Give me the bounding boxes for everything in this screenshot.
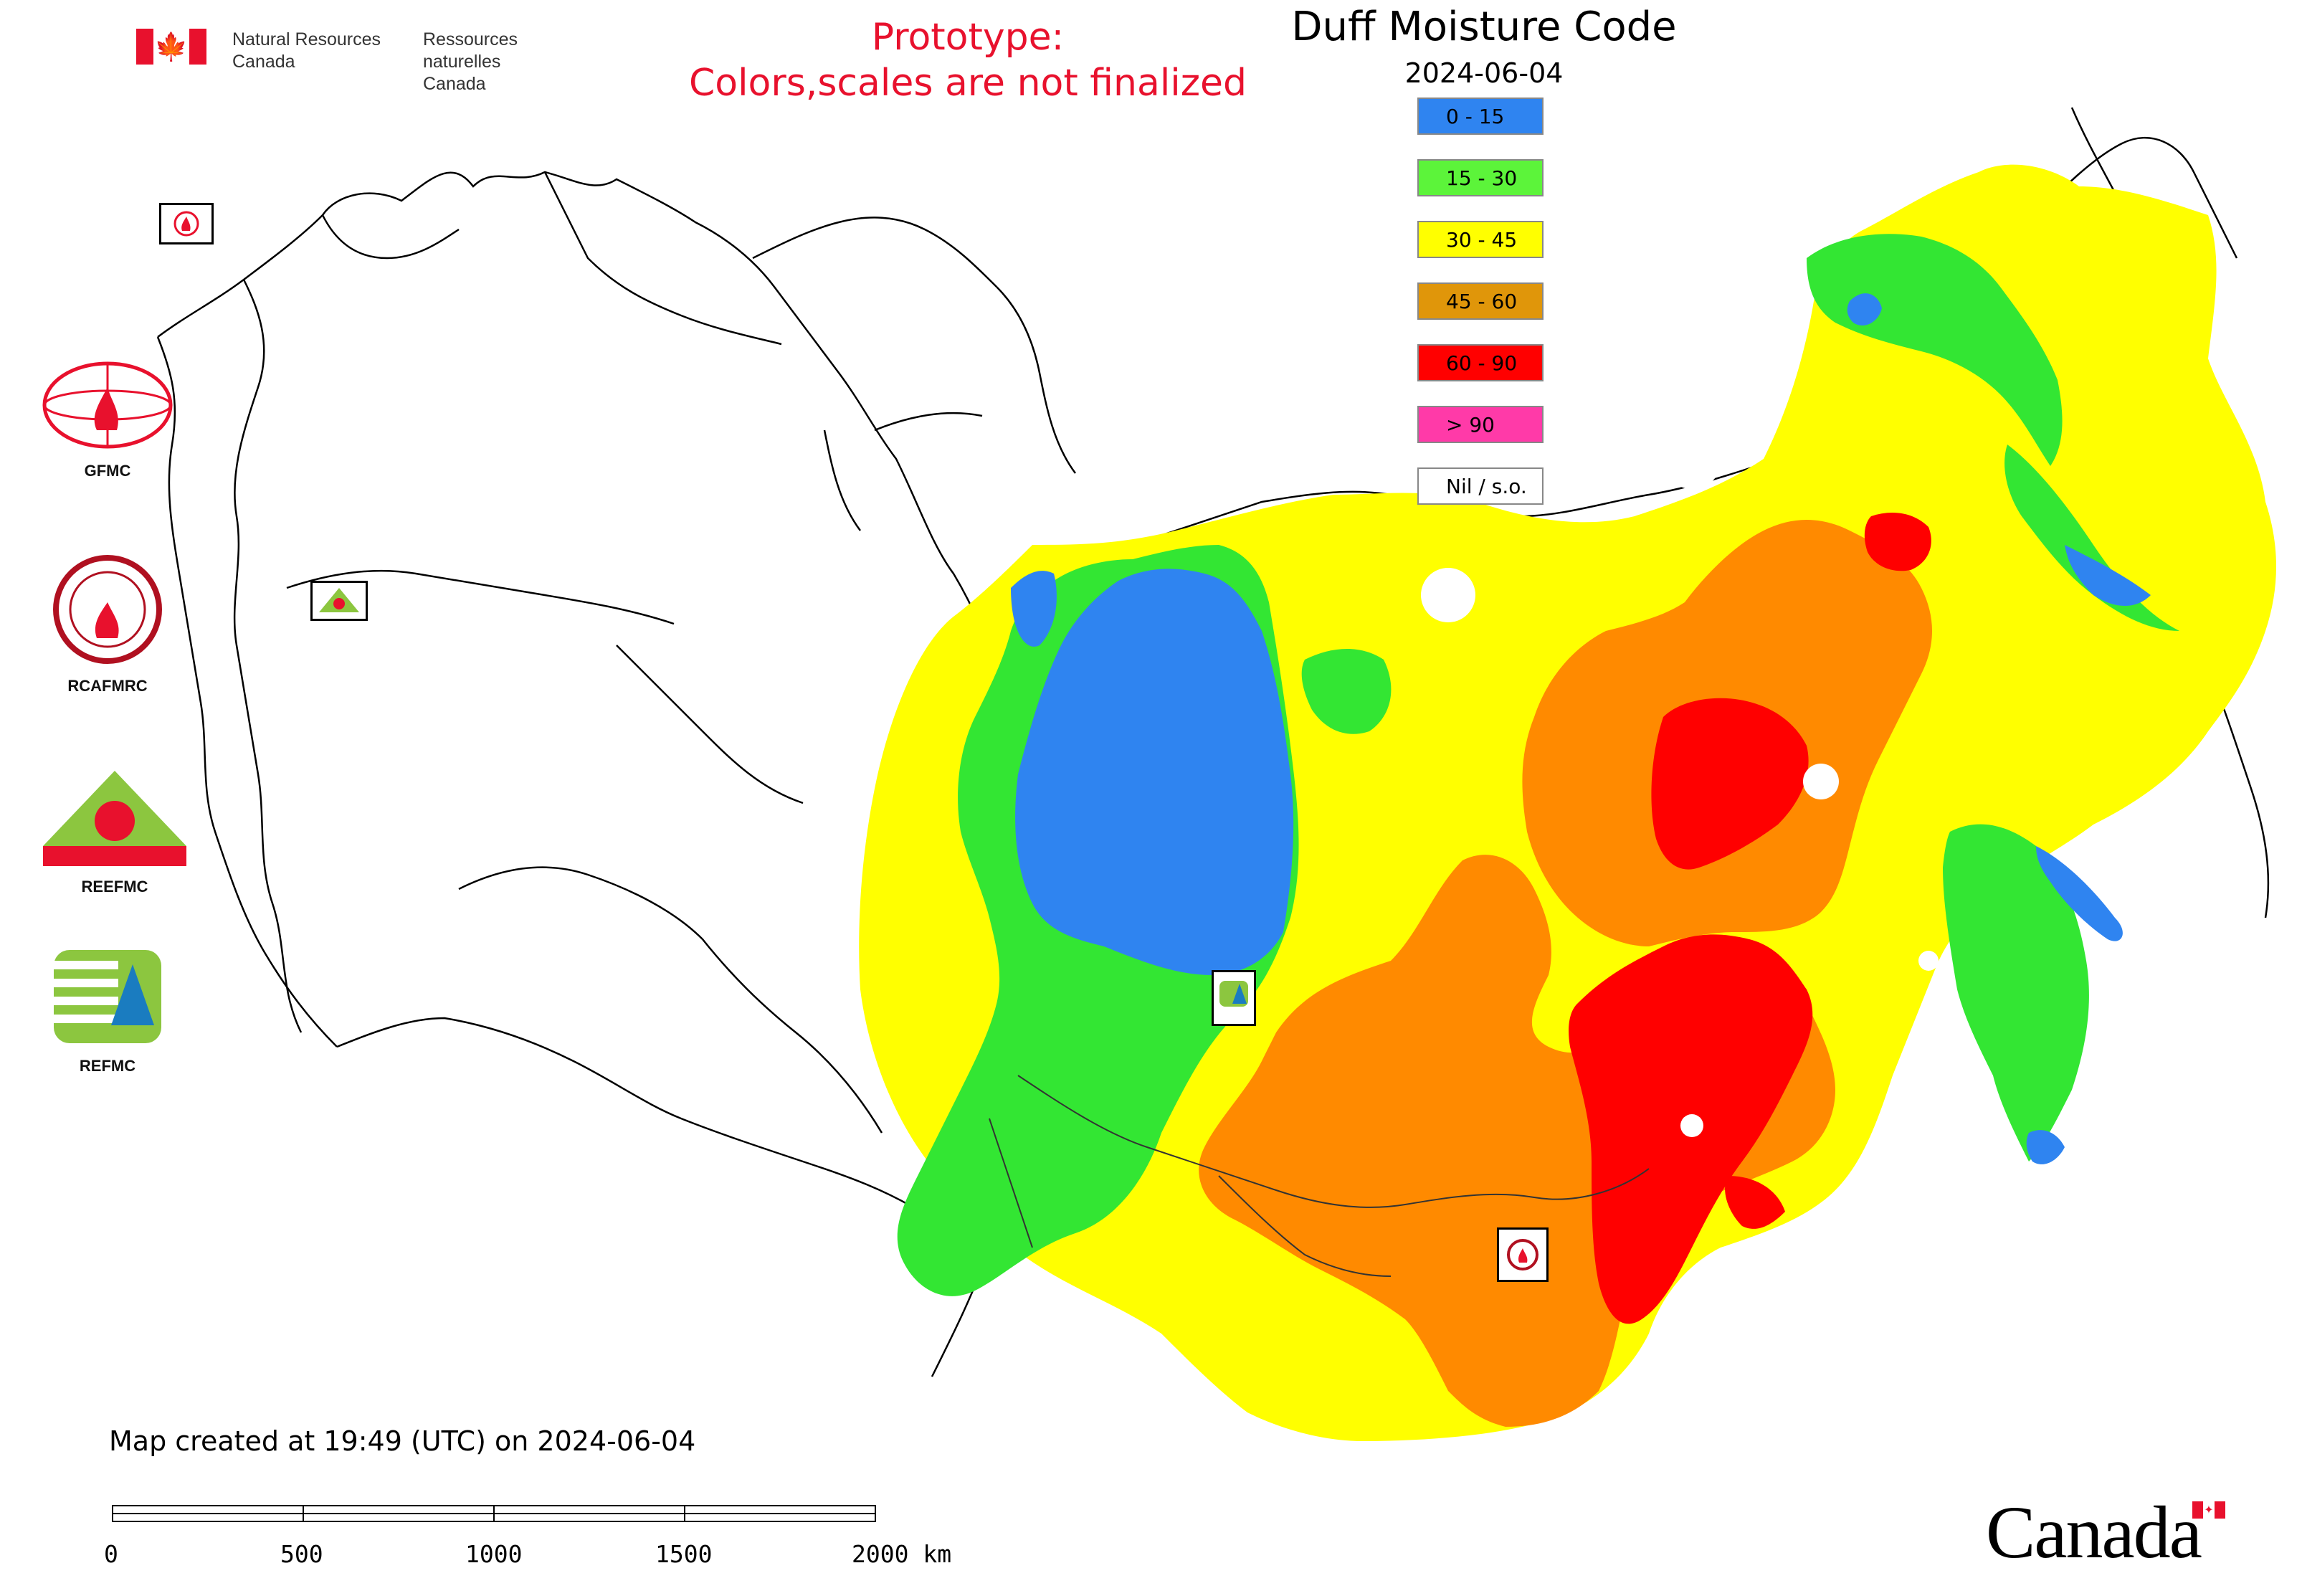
- rcafmrc-seal-icon: [53, 555, 162, 664]
- scale-label-1500: 1500: [655, 1540, 713, 1568]
- legend-date: 2024-06-04: [1404, 57, 1564, 89]
- legend-item-30-45: 30 - 45: [1417, 221, 1544, 258]
- legend-item-60-90: 60 - 90: [1417, 344, 1544, 381]
- legend-item-nil: Nil / s.o.: [1417, 467, 1544, 505]
- prototype-line2: Colors,scales are not finalized: [688, 62, 1247, 105]
- legend-item-gt-90: > 90: [1417, 406, 1544, 443]
- map-created-text: Map created at 19:49 (UTC) on 2024-06-04: [109, 1425, 696, 1457]
- canada-flag-icon: 🍁: [136, 29, 206, 65]
- internal-borders: [989, 1075, 1650, 1277]
- prototype-notice: Prototype: Colors,scales are not finaliz…: [645, 14, 1290, 106]
- reefmc-triangle-flame-icon: [43, 771, 186, 866]
- legend-item-45-60: 45 - 60: [1417, 282, 1544, 320]
- gfmc-logo: GFMC: [36, 358, 179, 480]
- refmc-marker-icon: [1212, 970, 1256, 1026]
- scale-label-500: 500: [280, 1540, 323, 1568]
- scale-label-2000: 2000 km: [852, 1540, 952, 1568]
- refmc-label: REFMC: [79, 1057, 136, 1075]
- reefmc-marker-icon: [310, 581, 368, 621]
- refmc-logo: REFMC: [36, 946, 179, 1075]
- scale-label-0: 0: [104, 1540, 118, 1568]
- rcafmrc-label: RCAFMRC: [67, 677, 148, 695]
- scale-bar-labels: 0 500 1000 1500 2000 km: [0, 1540, 1004, 1576]
- reefmc-logo: REEFMC: [36, 767, 194, 896]
- gfmc-marker-icon: [159, 203, 214, 244]
- org-name-fr: Ressources naturelles Canada: [423, 29, 518, 94]
- refmc-sigma-tree-icon: [54, 950, 161, 1043]
- scale-label-1000: 1000: [465, 1540, 523, 1568]
- rcafmrc-logo: RCAFMRC: [36, 552, 179, 695]
- scale-bar: [112, 1505, 876, 1522]
- dmc-color-field: [859, 164, 2276, 1441]
- legend-item-15-30: 15 - 30: [1417, 159, 1544, 196]
- legend-item-0-15: 0 - 15: [1417, 98, 1544, 135]
- canada-wordmark-flag-icon: ✦: [2192, 1501, 2225, 1519]
- org-name-en: Natural Resources Canada: [232, 29, 381, 72]
- canada-wordmark: Canada: [1986, 1491, 2202, 1574]
- rcafmrc-marker-icon: [1497, 1227, 1549, 1282]
- gfmc-globe-flame-icon: [42, 361, 173, 449]
- legend: 0 - 15 15 - 30 30 - 45 45 - 60 60 - 90 >…: [1417, 98, 1544, 529]
- gfmc-label: GFMC: [84, 462, 131, 480]
- prototype-line1: Prototype:: [871, 16, 1065, 59]
- reefmc-label: REEFMC: [81, 878, 148, 896]
- nrcan-header: 🍁 Natural Resources Canada Ressources na…: [136, 29, 588, 95]
- legend-title: Duff Moisture Code: [1291, 4, 1677, 50]
